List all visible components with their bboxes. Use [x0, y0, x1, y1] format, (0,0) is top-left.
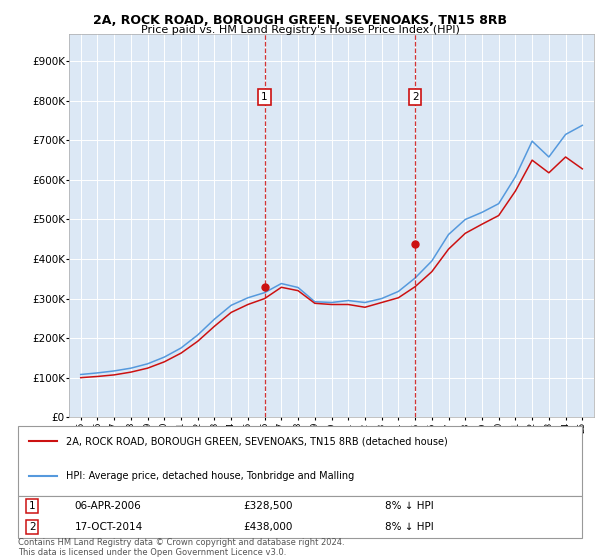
FancyBboxPatch shape [18, 426, 582, 496]
Text: 8% ↓ HPI: 8% ↓ HPI [385, 522, 433, 532]
Text: 1: 1 [262, 92, 268, 102]
Text: 1: 1 [29, 501, 35, 511]
Text: HPI: Average price, detached house, Tonbridge and Malling: HPI: Average price, detached house, Tonb… [66, 471, 354, 481]
Text: Contains HM Land Registry data © Crown copyright and database right 2024.
This d: Contains HM Land Registry data © Crown c… [18, 538, 344, 557]
Text: 2A, ROCK ROAD, BOROUGH GREEN, SEVENOAKS, TN15 8RB (detached house): 2A, ROCK ROAD, BOROUGH GREEN, SEVENOAKS,… [66, 436, 448, 446]
Text: £438,000: £438,000 [244, 522, 293, 532]
Text: 06-APR-2006: 06-APR-2006 [74, 501, 141, 511]
Text: £328,500: £328,500 [244, 501, 293, 511]
Text: Price paid vs. HM Land Registry's House Price Index (HPI): Price paid vs. HM Land Registry's House … [140, 25, 460, 35]
Text: 17-OCT-2014: 17-OCT-2014 [74, 522, 143, 532]
Text: 2: 2 [29, 522, 35, 532]
FancyBboxPatch shape [18, 496, 582, 538]
Text: 2A, ROCK ROAD, BOROUGH GREEN, SEVENOAKS, TN15 8RB: 2A, ROCK ROAD, BOROUGH GREEN, SEVENOAKS,… [93, 14, 507, 27]
Text: 8% ↓ HPI: 8% ↓ HPI [385, 501, 433, 511]
Text: 2: 2 [412, 92, 418, 102]
